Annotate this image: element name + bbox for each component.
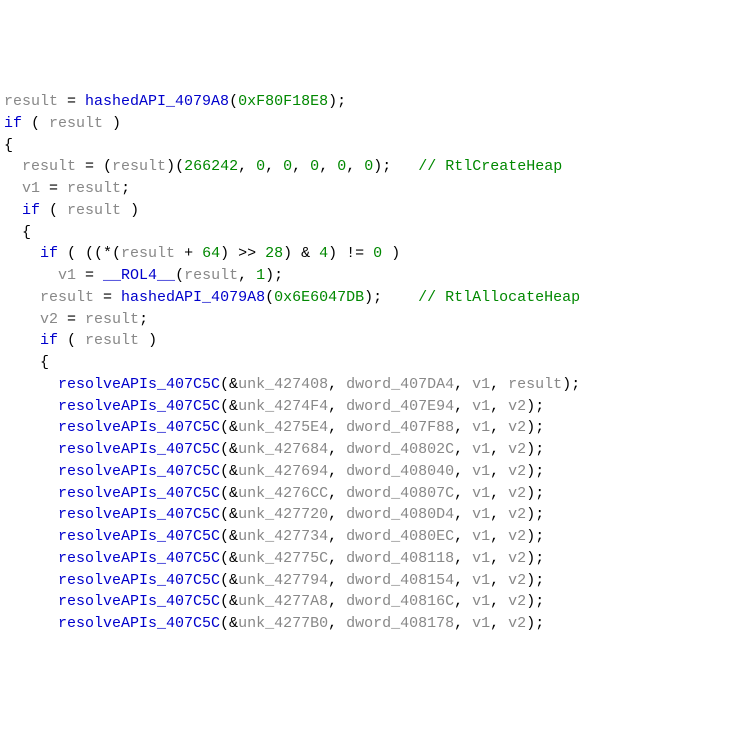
code-block: result = hashedAPI_4079A8(0xF80F18E8); i…: [4, 91, 750, 635]
